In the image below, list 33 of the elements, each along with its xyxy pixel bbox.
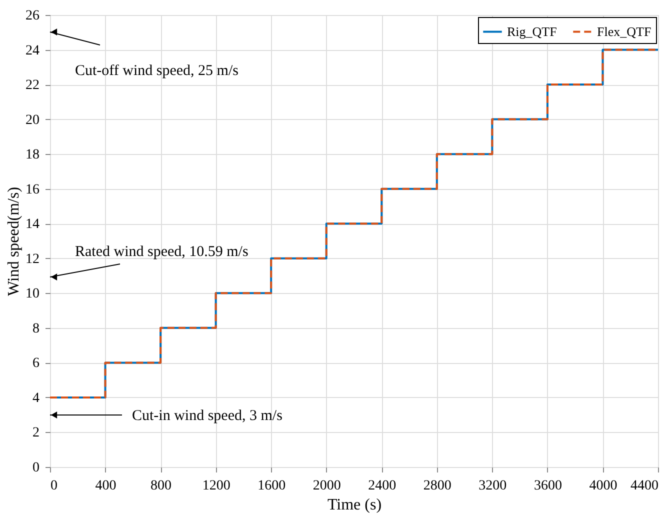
legend-label: Rig_QTF <box>507 24 557 39</box>
x-tick-label: 4400 <box>630 478 658 494</box>
annotation: Cut-in wind speed, 3 m/s <box>132 408 283 424</box>
x-tick-label: 2400 <box>368 478 396 494</box>
y-tick-label: 22 <box>26 78 40 94</box>
x-tick-label: 3600 <box>534 478 562 494</box>
x-tick-label: 2000 <box>312 478 341 494</box>
y-tick-label: 14 <box>26 217 40 232</box>
y-tick-label: 20 <box>26 112 40 128</box>
x-axis-title: Time (s) <box>327 496 382 514</box>
x-tick-label: 800 <box>150 478 172 494</box>
y-tick-label: 2 <box>32 426 40 441</box>
x-tick-label: 3200 <box>478 478 507 494</box>
x-tick-label: 1600 <box>258 478 286 494</box>
y-tick-label: 16 <box>26 182 40 198</box>
x-tick-label: 2800 <box>423 478 452 494</box>
x-tick-label: 1200 <box>202 478 230 494</box>
y-tick-label: 26 <box>26 8 40 24</box>
y-axis-title: Wind speed(m/s) <box>6 186 22 296</box>
x-tick-label: 400 <box>95 478 116 494</box>
y-tick-label: 10 <box>26 286 40 302</box>
x-tick-label: 4000 <box>589 478 618 494</box>
x-tick-label: 0 <box>50 478 58 494</box>
y-tick-label: 4 <box>32 390 40 406</box>
annotation: Cut-off wind speed, 25 m/s <box>75 63 239 79</box>
legend-label: Flex_QTF <box>597 24 652 39</box>
y-tick-label: 8 <box>32 321 40 336</box>
y-tick-label: 18 <box>26 148 40 163</box>
annotation: Rated wind speed, 10.59 m/s <box>75 244 248 260</box>
y-tick-label: 6 <box>32 356 40 372</box>
y-tick-label: 24 <box>26 43 40 58</box>
y-tick-label: 12 <box>26 252 40 267</box>
y-tick-label: 0 <box>32 460 40 476</box>
